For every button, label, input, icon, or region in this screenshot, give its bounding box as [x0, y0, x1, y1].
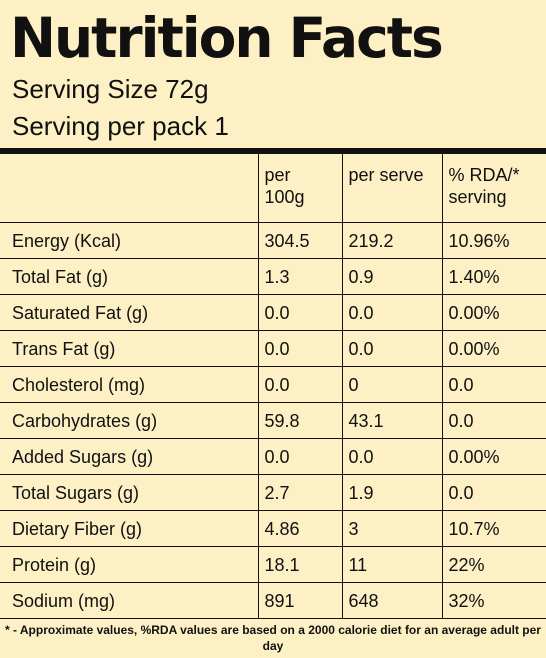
value-rda: 10.96%: [442, 222, 546, 259]
value-per-100g: 0.0: [258, 294, 343, 331]
value-per-serve: 219.2: [342, 222, 443, 259]
table-row: Added Sugars (g) 0.0 0.0 0.00%: [0, 438, 546, 475]
table-row: Trans Fat (g) 0.0 0.0 0.00%: [0, 330, 546, 367]
value-per-serve: 0.9: [342, 258, 443, 295]
header-cell-nutrient: [0, 154, 259, 223]
value-per-100g: 1.3: [258, 258, 343, 295]
value-per-serve: 1.9: [342, 474, 443, 511]
value-per-serve: 3: [342, 510, 443, 547]
nutrient-name: Saturated Fat (g): [0, 294, 259, 331]
table-row: Saturated Fat (g) 0.0 0.0 0.00%: [0, 294, 546, 331]
value-rda: 0.0: [442, 366, 546, 403]
value-per-100g: 0.0: [258, 330, 343, 367]
value-per-serve: 11: [342, 546, 443, 583]
table-row: Protein (g) 18.1 11 22%: [0, 546, 546, 583]
nutrient-name: Carbohydrates (g): [0, 402, 259, 439]
value-rda: 22%: [442, 546, 546, 583]
value-per-100g: 0.0: [258, 366, 343, 403]
nutrient-name: Cholesterol (mg): [0, 366, 259, 403]
value-rda: 10.7%: [442, 510, 546, 547]
table-row: Total Fat (g) 1.3 0.9 1.40%: [0, 258, 546, 295]
table-row: Cholesterol (mg) 0.0 0 0.0: [0, 366, 546, 403]
table-row: Carbohydrates (g) 59.8 43.1 0.0: [0, 402, 546, 439]
table-row: Energy (Kcal) 304.5 219.2 10.96%: [0, 222, 546, 259]
value-per-100g: 18.1: [258, 546, 343, 583]
table-row: Total Sugars (g) 2.7 1.9 0.0: [0, 474, 546, 511]
value-per-serve: 0: [342, 366, 443, 403]
table-row: Dietary Fiber (g) 4.86 3 10.7%: [0, 510, 546, 547]
nutrient-name: Dietary Fiber (g): [0, 510, 259, 547]
nutrient-name: Energy (Kcal): [0, 222, 259, 259]
servings-per-pack: Serving per pack 1: [12, 111, 229, 141]
value-rda: 0.0: [442, 474, 546, 511]
value-per-serve: 43.1: [342, 402, 443, 439]
value-rda: 0.00%: [442, 294, 546, 331]
value-per-100g: 304.5: [258, 222, 343, 259]
table-header-row: per 100g per serve % RDA/* serving: [0, 154, 546, 223]
header-cell-per-serve: per serve: [342, 154, 443, 223]
nutrient-name: Added Sugars (g): [0, 438, 259, 475]
nutrient-name: Total Sugars (g): [0, 474, 259, 511]
value-per-100g: 2.7: [258, 474, 343, 511]
footnote: * - Approximate values, %RDA values are …: [5, 623, 541, 653]
table-row: Sodium (mg) 891 648 32%: [0, 582, 546, 619]
nutrient-name: Protein (g): [0, 546, 259, 583]
divider-rule: [0, 148, 546, 154]
value-per-100g: 0.0: [258, 438, 343, 475]
nutrient-name: Sodium (mg): [0, 582, 259, 619]
value-rda: 0.00%: [442, 330, 546, 367]
nutrient-name: Total Fat (g): [0, 258, 259, 295]
value-per-serve: 0.0: [342, 438, 443, 475]
value-rda: 1.40%: [442, 258, 546, 295]
nutrition-table: per 100g per serve % RDA/* serving Energ…: [0, 154, 546, 619]
value-rda: 32%: [442, 582, 546, 619]
value-per-100g: 4.86: [258, 510, 343, 547]
value-per-serve: 648: [342, 582, 443, 619]
page-title: Nutrition Facts: [10, 6, 444, 70]
nutrient-name: Trans Fat (g): [0, 330, 259, 367]
value-per-serve: 0.0: [342, 330, 443, 367]
value-rda: 0.0: [442, 402, 546, 439]
value-per-100g: 59.8: [258, 402, 343, 439]
serving-size: Serving Size 72g: [12, 74, 209, 104]
value-rda: 0.00%: [442, 438, 546, 475]
value-per-serve: 0.0: [342, 294, 443, 331]
value-per-100g: 891: [258, 582, 343, 619]
header-cell-per-100g: per 100g: [258, 154, 343, 223]
header-cell-rda: % RDA/* serving: [442, 154, 546, 223]
